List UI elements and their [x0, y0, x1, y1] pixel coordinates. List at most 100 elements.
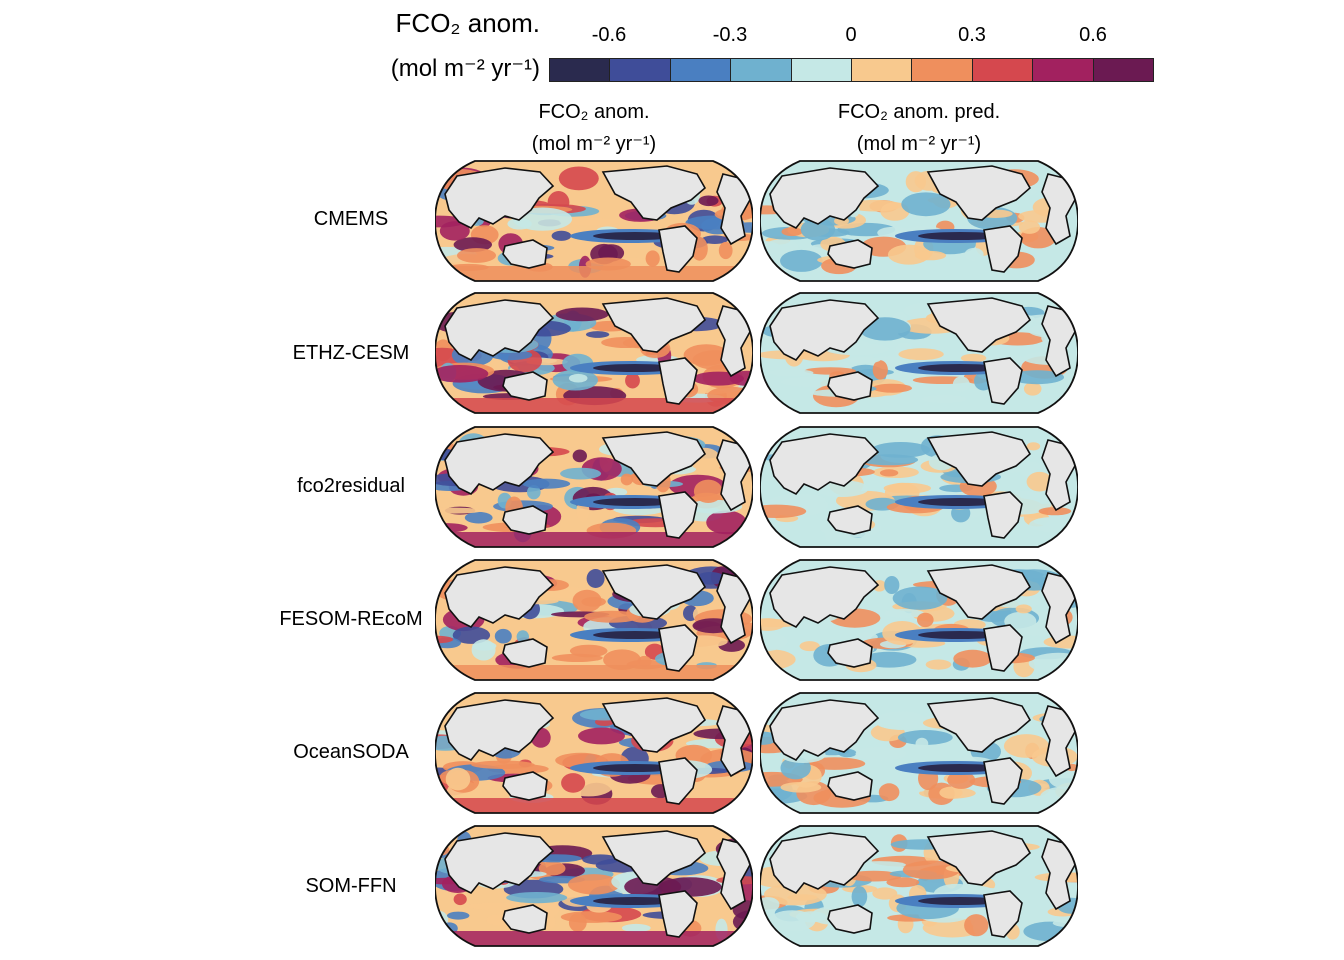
column-header-predicted: FCO₂ anom. pred. (mol m⁻² yr⁻¹) [789, 96, 1049, 160]
landmass [926, 165, 1032, 221]
anomaly-patch [471, 760, 535, 769]
anomaly-patch [781, 227, 803, 237]
anomaly-patch [620, 473, 633, 486]
anomaly-patch [522, 478, 571, 489]
landmass [444, 433, 555, 496]
map-border [435, 426, 753, 548]
world-map-panel [435, 825, 753, 947]
anomaly-patch [698, 195, 719, 207]
anomaly-patch [585, 331, 610, 338]
landmass [502, 371, 548, 401]
map-border [760, 292, 1078, 414]
world-map-panel [760, 692, 1078, 814]
colorbar-swatch [550, 59, 611, 81]
world-map-panel [435, 559, 753, 681]
world-map-panel [435, 426, 753, 548]
anomaly-patch [569, 644, 608, 658]
anomaly-patch [695, 572, 726, 585]
column-header-line2: (mol m⁻² yr⁻¹) [531, 133, 657, 155]
map-border [435, 559, 753, 681]
anomaly-patch [447, 911, 470, 920]
landmass [502, 505, 548, 535]
anomaly-patch [914, 250, 947, 261]
anomaly-patch [768, 369, 814, 377]
landmass [658, 890, 698, 938]
anomaly-patch [860, 454, 919, 466]
world-map-panel [760, 292, 1078, 414]
colorbar-swatch [670, 59, 732, 81]
anomaly-patch [572, 449, 587, 463]
anomaly-patch [568, 913, 587, 932]
colorbar-swatch [972, 59, 1034, 81]
anomaly-patch [621, 923, 651, 933]
map-border [435, 292, 753, 414]
anomaly-patch [898, 348, 944, 361]
world-map-panel [435, 692, 753, 814]
anomaly-patch [435, 365, 489, 383]
colorbar-swatch [912, 59, 973, 81]
landmass [502, 239, 548, 269]
landmass [926, 297, 1032, 353]
anomaly-patch [551, 230, 572, 241]
landmass [444, 566, 555, 629]
row-label-fco2residual: fco2residual [297, 475, 405, 497]
landmass [983, 357, 1023, 405]
landmass [502, 904, 548, 934]
anomaly-patch [538, 861, 566, 876]
anomaly-patch [729, 370, 753, 387]
column-header-observed: FCO₂ anom. (mol m⁻² yr⁻¹) [464, 96, 724, 160]
anomaly-patch [560, 467, 602, 480]
landmass [827, 505, 873, 535]
anomaly-patch [768, 910, 816, 932]
equatorial-pacific-anomaly-core [593, 764, 677, 772]
anomaly-patch [494, 628, 512, 644]
anomaly-patch [439, 221, 470, 241]
anomaly-patch [1023, 921, 1077, 942]
anomaly-patch [1015, 604, 1032, 614]
anomaly-patch [471, 639, 496, 661]
map-border [760, 559, 1078, 681]
colorbar-swatch [791, 59, 853, 81]
anomaly-patch [952, 376, 970, 392]
row-label-fesom-recom: FESOM-REcoM [279, 608, 423, 630]
anomaly-patch [960, 353, 987, 363]
anomaly-patch [897, 730, 953, 745]
row-label-oceansoda: OceanSODA [293, 741, 409, 763]
anomaly-patch [875, 711, 928, 730]
equatorial-pacific-anomaly-core [918, 232, 1002, 240]
anomaly-patch [780, 782, 822, 793]
landmass [827, 771, 873, 801]
anomaly-patch [561, 773, 586, 793]
anomaly-patch [1026, 442, 1041, 451]
map-border [760, 825, 1078, 947]
anomaly-patch [915, 737, 929, 750]
anomaly-patch [853, 861, 906, 869]
anomaly-patch [453, 893, 467, 906]
anomaly-patch [847, 357, 881, 364]
landmass [601, 297, 707, 353]
anomaly-patch [1010, 370, 1064, 385]
equatorial-pacific-anomaly-core [593, 364, 677, 372]
row-label-som-ffn: SOM-FFN [305, 875, 397, 897]
map-border [760, 160, 1078, 282]
anomaly-patch [578, 727, 625, 745]
anomaly-patch [568, 373, 588, 383]
anomaly-patch [760, 618, 785, 631]
column-header-line2: (mol m⁻² yr⁻¹) [856, 133, 982, 155]
world-map-panel [760, 160, 1078, 282]
anomaly-patch [464, 511, 493, 524]
world-map-panel [435, 292, 753, 414]
equatorial-pacific-anomaly-core [918, 764, 1002, 772]
landmass [601, 830, 707, 886]
anomaly-patch [467, 902, 522, 910]
anomaly-patch [637, 655, 652, 668]
anomaly-patch [1026, 471, 1053, 492]
anomaly-patch [555, 307, 609, 322]
anomaly-patch [718, 241, 733, 260]
map-border [435, 825, 753, 947]
anomaly-patch [851, 886, 868, 908]
map-border [760, 692, 1078, 814]
landmass [769, 167, 880, 230]
landmass [827, 371, 873, 401]
map-border [435, 692, 753, 814]
